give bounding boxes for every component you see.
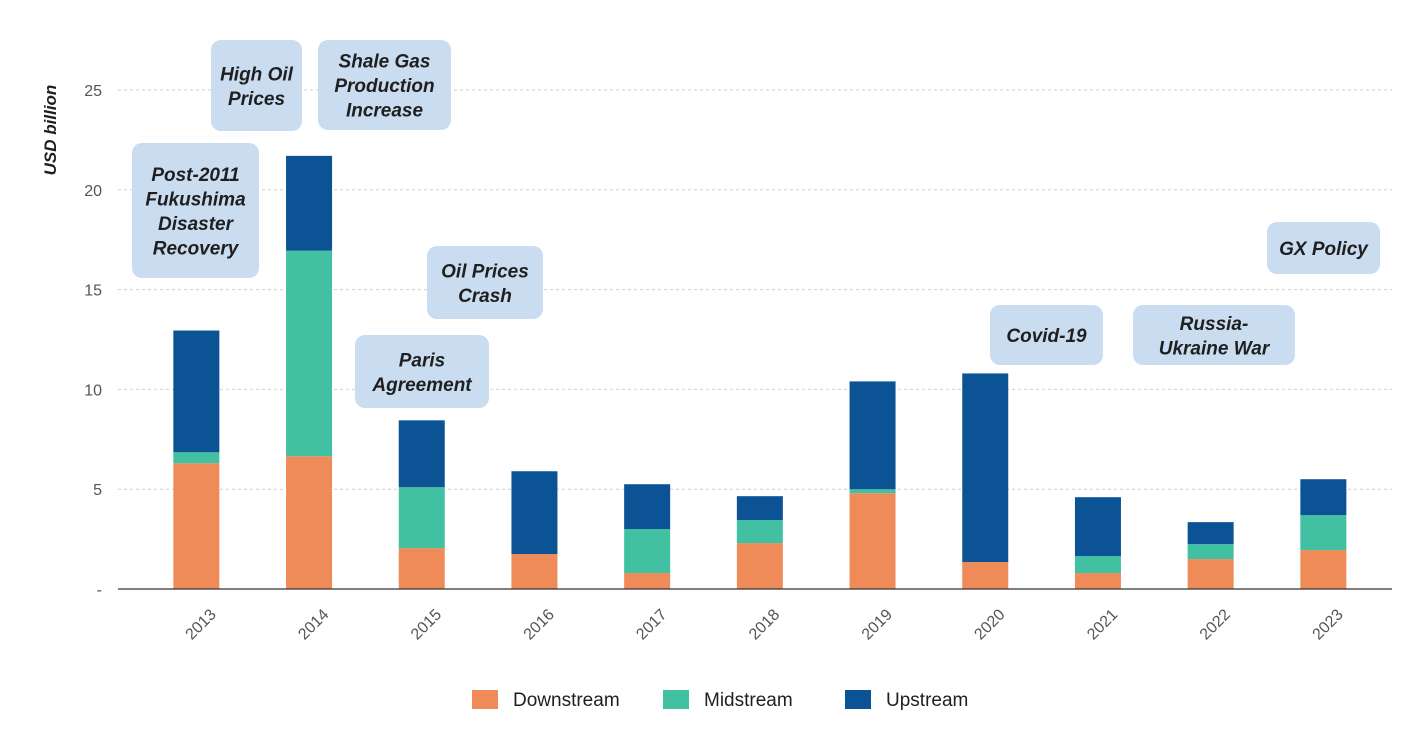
annotation-text-line: Oil Prices bbox=[441, 261, 529, 282]
annotation-text-line: High Oil bbox=[220, 64, 294, 85]
bar-segment-downstream-2023 bbox=[1300, 550, 1347, 589]
annotation-text-line: Ukraine War bbox=[1159, 338, 1271, 359]
bar-segment-upstream-2020 bbox=[962, 373, 1009, 563]
bars bbox=[173, 155, 1347, 589]
bar-segment-midstream-2015 bbox=[398, 487, 445, 549]
bar-segment-upstream-2018 bbox=[736, 496, 783, 521]
bar-segment-downstream-2021 bbox=[1074, 573, 1121, 589]
annotation-text-line: Shale Gas bbox=[339, 52, 431, 73]
annotation-box bbox=[211, 40, 302, 131]
annotation-text-line: Production bbox=[334, 76, 434, 97]
bar-segment-upstream-2019 bbox=[849, 381, 896, 490]
annotation-box bbox=[990, 305, 1103, 365]
annotation-text-line: GX Policy bbox=[1279, 239, 1369, 260]
bar-segment-midstream-2014 bbox=[286, 250, 333, 457]
y-tick-label: 25 bbox=[84, 83, 102, 100]
annotation-text-line: Russia- bbox=[1180, 314, 1249, 335]
annotation-6: Covid-19 bbox=[990, 305, 1103, 365]
annotation-text-line: Agreement bbox=[371, 375, 472, 396]
legend-swatch bbox=[845, 690, 871, 709]
annotation-3: Shale Gas Production Increase bbox=[318, 40, 451, 130]
annotation-4: Paris Agreement bbox=[355, 335, 489, 408]
x-tick-label: 2014 bbox=[295, 606, 332, 643]
legend-item-upstream: Upstream bbox=[845, 690, 968, 711]
x-tick-label: 2017 bbox=[633, 606, 670, 643]
bar-segment-downstream-2014 bbox=[286, 456, 333, 589]
bar-segment-upstream-2016 bbox=[511, 471, 558, 555]
annotation-7: Russia- Ukraine War bbox=[1133, 305, 1295, 365]
legend: Downstream Midstream Upstream bbox=[472, 690, 968, 711]
x-tick-label: 2016 bbox=[521, 606, 558, 643]
annotation-box bbox=[355, 335, 489, 408]
legend-label: Upstream bbox=[886, 690, 968, 711]
annotation-text-line: Disaster bbox=[158, 214, 235, 235]
x-tick-label: 2021 bbox=[1084, 606, 1121, 643]
bar-segment-downstream-2015 bbox=[398, 548, 445, 589]
bar-segment-midstream-2022 bbox=[1187, 544, 1234, 560]
y-tick-label: 5 bbox=[93, 482, 102, 499]
annotation-text-line: Post-2011 bbox=[151, 165, 239, 186]
annotation-text-line: Paris bbox=[399, 350, 445, 371]
bar-segment-downstream-2020 bbox=[962, 562, 1009, 589]
y-tick-label: 10 bbox=[84, 382, 102, 399]
legend-item-midstream: Midstream bbox=[663, 690, 793, 711]
x-tick-label: 2019 bbox=[859, 606, 896, 643]
bar-segment-upstream-2014 bbox=[286, 155, 333, 251]
bar-segment-downstream-2016 bbox=[511, 554, 558, 589]
annotation-8: GX Policy bbox=[1267, 222, 1380, 274]
annotation-5: Oil Prices Crash bbox=[427, 246, 543, 319]
bar-segment-downstream-2022 bbox=[1187, 559, 1234, 589]
annotation-2: High Oil Prices bbox=[211, 40, 302, 131]
annotation-box bbox=[1133, 305, 1295, 365]
legend-label: Downstream bbox=[513, 690, 620, 711]
bar-segment-upstream-2021 bbox=[1074, 497, 1121, 557]
annotation-text-line: Prices bbox=[228, 89, 285, 110]
annotation-text-line: Increase bbox=[346, 101, 424, 122]
annotation-text-line: Recovery bbox=[153, 238, 240, 259]
bar-segment-midstream-2021 bbox=[1074, 556, 1121, 574]
annotation-text-line: Fukushima bbox=[145, 189, 246, 210]
bar-segment-downstream-2019 bbox=[849, 493, 896, 589]
bar-segment-midstream-2017 bbox=[624, 529, 671, 574]
y-tick-labels: - 5 10 15 20 25 bbox=[84, 83, 102, 599]
bar-segment-upstream-2013 bbox=[173, 330, 220, 453]
y-tick-label: 15 bbox=[84, 283, 102, 300]
x-tick-label: 2013 bbox=[183, 606, 220, 643]
bar-segment-downstream-2018 bbox=[736, 543, 783, 589]
y-tick-label: 20 bbox=[84, 183, 102, 200]
annotation-1: Post-2011 Fukushima Disaster Recovery bbox=[132, 143, 259, 278]
annotations: Post-2011 Fukushima Disaster Recovery High O… bbox=[132, 40, 1380, 408]
x-tick-labels: 2013 2014 2015 2016 2017 2018 2019 2020 2021 2022… bbox=[183, 606, 1347, 643]
annotation-text-line: Covid-19 bbox=[1006, 326, 1087, 347]
legend-swatch bbox=[663, 690, 689, 709]
annotation-box bbox=[318, 40, 451, 130]
y-axis-label: USD billion bbox=[41, 85, 60, 176]
bar-segment-upstream-2023 bbox=[1300, 479, 1347, 516]
bar-segment-upstream-2022 bbox=[1187, 522, 1234, 545]
annotation-box bbox=[132, 143, 259, 278]
bar-segment-upstream-2017 bbox=[624, 484, 671, 530]
x-tick-label: 2022 bbox=[1197, 606, 1234, 643]
annotation-box bbox=[1267, 222, 1380, 274]
x-tick-label: 2023 bbox=[1310, 606, 1347, 643]
bar-segment-midstream-2023 bbox=[1300, 515, 1347, 551]
bar-segment-upstream-2015 bbox=[398, 420, 445, 488]
x-tick-label: 2015 bbox=[408, 606, 445, 643]
legend-item-downstream: Downstream bbox=[472, 690, 620, 711]
legend-swatch bbox=[472, 690, 498, 709]
bar-segment-midstream-2019 bbox=[849, 489, 896, 494]
y-tick-label: - bbox=[97, 582, 102, 599]
bar-segment-downstream-2013 bbox=[173, 463, 220, 589]
annotation-box bbox=[427, 246, 543, 319]
x-tick-label: 2020 bbox=[971, 606, 1008, 643]
legend-label: Midstream bbox=[704, 690, 793, 711]
x-tick-label: 2018 bbox=[746, 606, 783, 643]
bar-segment-midstream-2013 bbox=[173, 452, 220, 464]
bar-segment-midstream-2018 bbox=[736, 520, 783, 544]
bar-segment-downstream-2017 bbox=[624, 573, 671, 589]
annotation-text-line: Crash bbox=[458, 286, 512, 307]
